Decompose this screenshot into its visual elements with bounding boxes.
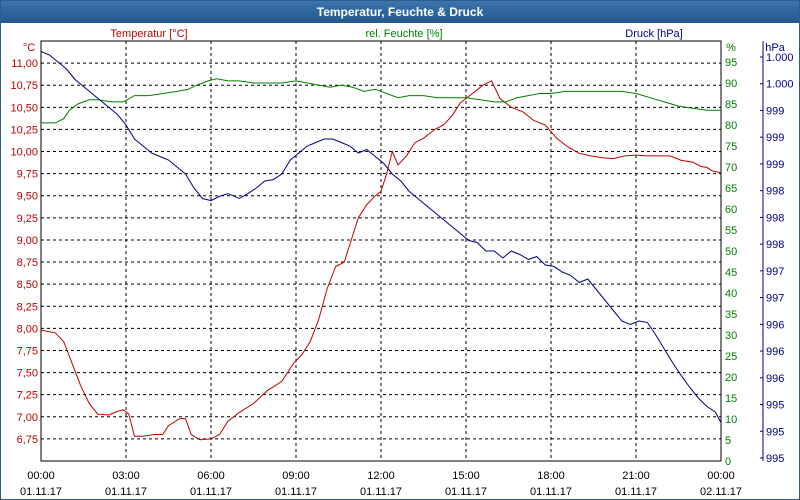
pressure-tick-label: 1.000 [766, 52, 794, 64]
temp-tick-label: 10,75 [10, 80, 38, 92]
temp-tick-label: 7,75 [17, 345, 38, 357]
humidity-tick-label: 65 [725, 183, 737, 195]
x-tick-date: 01.11.17 [20, 486, 62, 498]
humidity-tick-label: 90 [725, 78, 737, 90]
humidity-tick-label: 0 [725, 456, 731, 468]
x-tick-time: 09:00 [282, 470, 310, 482]
x-tick-time: 21:00 [622, 470, 650, 482]
pressure-axis-title: Druck [hPa] [625, 28, 682, 40]
x-tick-time: 06:00 [197, 470, 225, 482]
humidity-tick-label: 70 [725, 162, 737, 174]
pressure-tick-label: 995 [766, 400, 784, 412]
pressure-tick-label: 996 [766, 346, 784, 358]
pressure-tick-label: 999 [766, 105, 784, 117]
pressure-tick-label: 996 [766, 373, 784, 385]
humidity-tick-label: 30 [725, 330, 737, 342]
pressure-tick-label: 999 [766, 159, 784, 171]
temp-tick-label: 8,50 [17, 279, 38, 291]
temp-tick-label: 9,00 [17, 235, 38, 247]
humidity-tick-label: 10 [725, 414, 737, 426]
humidity-tick-label: 15 [725, 393, 737, 405]
pressure-tick-label: 998 [766, 239, 784, 251]
series-line-temperature [40, 80, 722, 441]
temp-tick-label: 10,50 [10, 102, 38, 114]
x-tick-time: 00:00 [27, 470, 55, 482]
window-title: Temperatur, Feuchte & Druck [1, 1, 799, 23]
temp-tick-label: 9,25 [17, 213, 38, 225]
x-tick-date: 01.11.17 [445, 486, 487, 498]
pressure-tick-label: 997 [766, 293, 784, 305]
temp-tick-label: 8,00 [17, 323, 38, 335]
temp-tick-label: 9,75 [17, 169, 38, 181]
temp-tick-label: 8,75 [17, 257, 38, 269]
x-tick-date: 01.11.17 [190, 486, 232, 498]
x-tick-time: 03:00 [112, 470, 140, 482]
pressure-tick-label: 996 [766, 319, 784, 331]
x-tick-date: 01.11.17 [360, 486, 402, 498]
humidity-axis-title: rel. Feuchte [%] [365, 28, 442, 40]
pressure-tick-label: 995 [766, 453, 784, 465]
humidity-tick-label: 45 [725, 267, 737, 279]
pressure-tick-label: 999 [766, 132, 784, 144]
humidity-tick-label: 85 [725, 99, 737, 111]
x-tick-date: 01.11.17 [530, 486, 572, 498]
humidity-tick-label: 20 [725, 372, 737, 384]
temp-tick-label: 10,25 [10, 124, 38, 136]
pressure-tick-label: 1.000 [766, 79, 794, 91]
x-tick-date: 01.11.17 [105, 486, 147, 498]
x-tick-time: 18:00 [537, 470, 565, 482]
x-tick-date: 01.11.17 [615, 486, 657, 498]
humidity-tick-label: 80 [725, 120, 737, 132]
humidity-unit-label: % [726, 42, 736, 54]
temp-tick-label: 6,75 [17, 434, 38, 446]
temp-axis-title: Temperatur [°C] [110, 28, 187, 40]
x-tick-time: 15:00 [452, 470, 480, 482]
humidity-tick-label: 95 [725, 57, 737, 69]
pressure-tick-label: 997 [766, 266, 784, 278]
series-line-humidity [41, 78, 721, 124]
humidity-tick-label: 55 [725, 225, 737, 237]
temp-tick-label: 9,50 [17, 191, 38, 203]
humidity-tick-label: 50 [725, 246, 737, 258]
pressure-unit-label: hPa [765, 42, 785, 54]
x-tick-time: 00:00 [707, 470, 735, 482]
x-tick-time: 12:00 [367, 470, 395, 482]
humidity-tick-label: 5 [725, 435, 731, 447]
temp-tick-label: 10,00 [10, 147, 38, 159]
x-tick-date: 02.11.17 [700, 486, 742, 498]
humidity-tick-label: 75 [725, 141, 737, 153]
humidity-tick-label: 25 [725, 351, 737, 363]
humidity-tick-label: 40 [725, 288, 737, 300]
pressure-tick-label: 995 [766, 426, 784, 438]
temp-tick-label: 7,00 [17, 412, 38, 424]
temp-unit-label: °C [23, 42, 35, 54]
humidity-tick-label: 35 [725, 309, 737, 321]
series-line-pressure [40, 51, 722, 423]
temp-tick-label: 11,00 [11, 58, 38, 70]
pressure-tick-label: 998 [766, 186, 784, 198]
pressure-tick-label: 998 [766, 212, 784, 224]
temp-tick-label: 7,50 [17, 368, 38, 380]
x-tick-date: 01.11.17 [275, 486, 317, 498]
humidity-tick-label: 60 [725, 204, 737, 216]
temp-tick-label: 7,25 [17, 390, 38, 402]
temp-tick-label: 8,25 [17, 301, 38, 313]
